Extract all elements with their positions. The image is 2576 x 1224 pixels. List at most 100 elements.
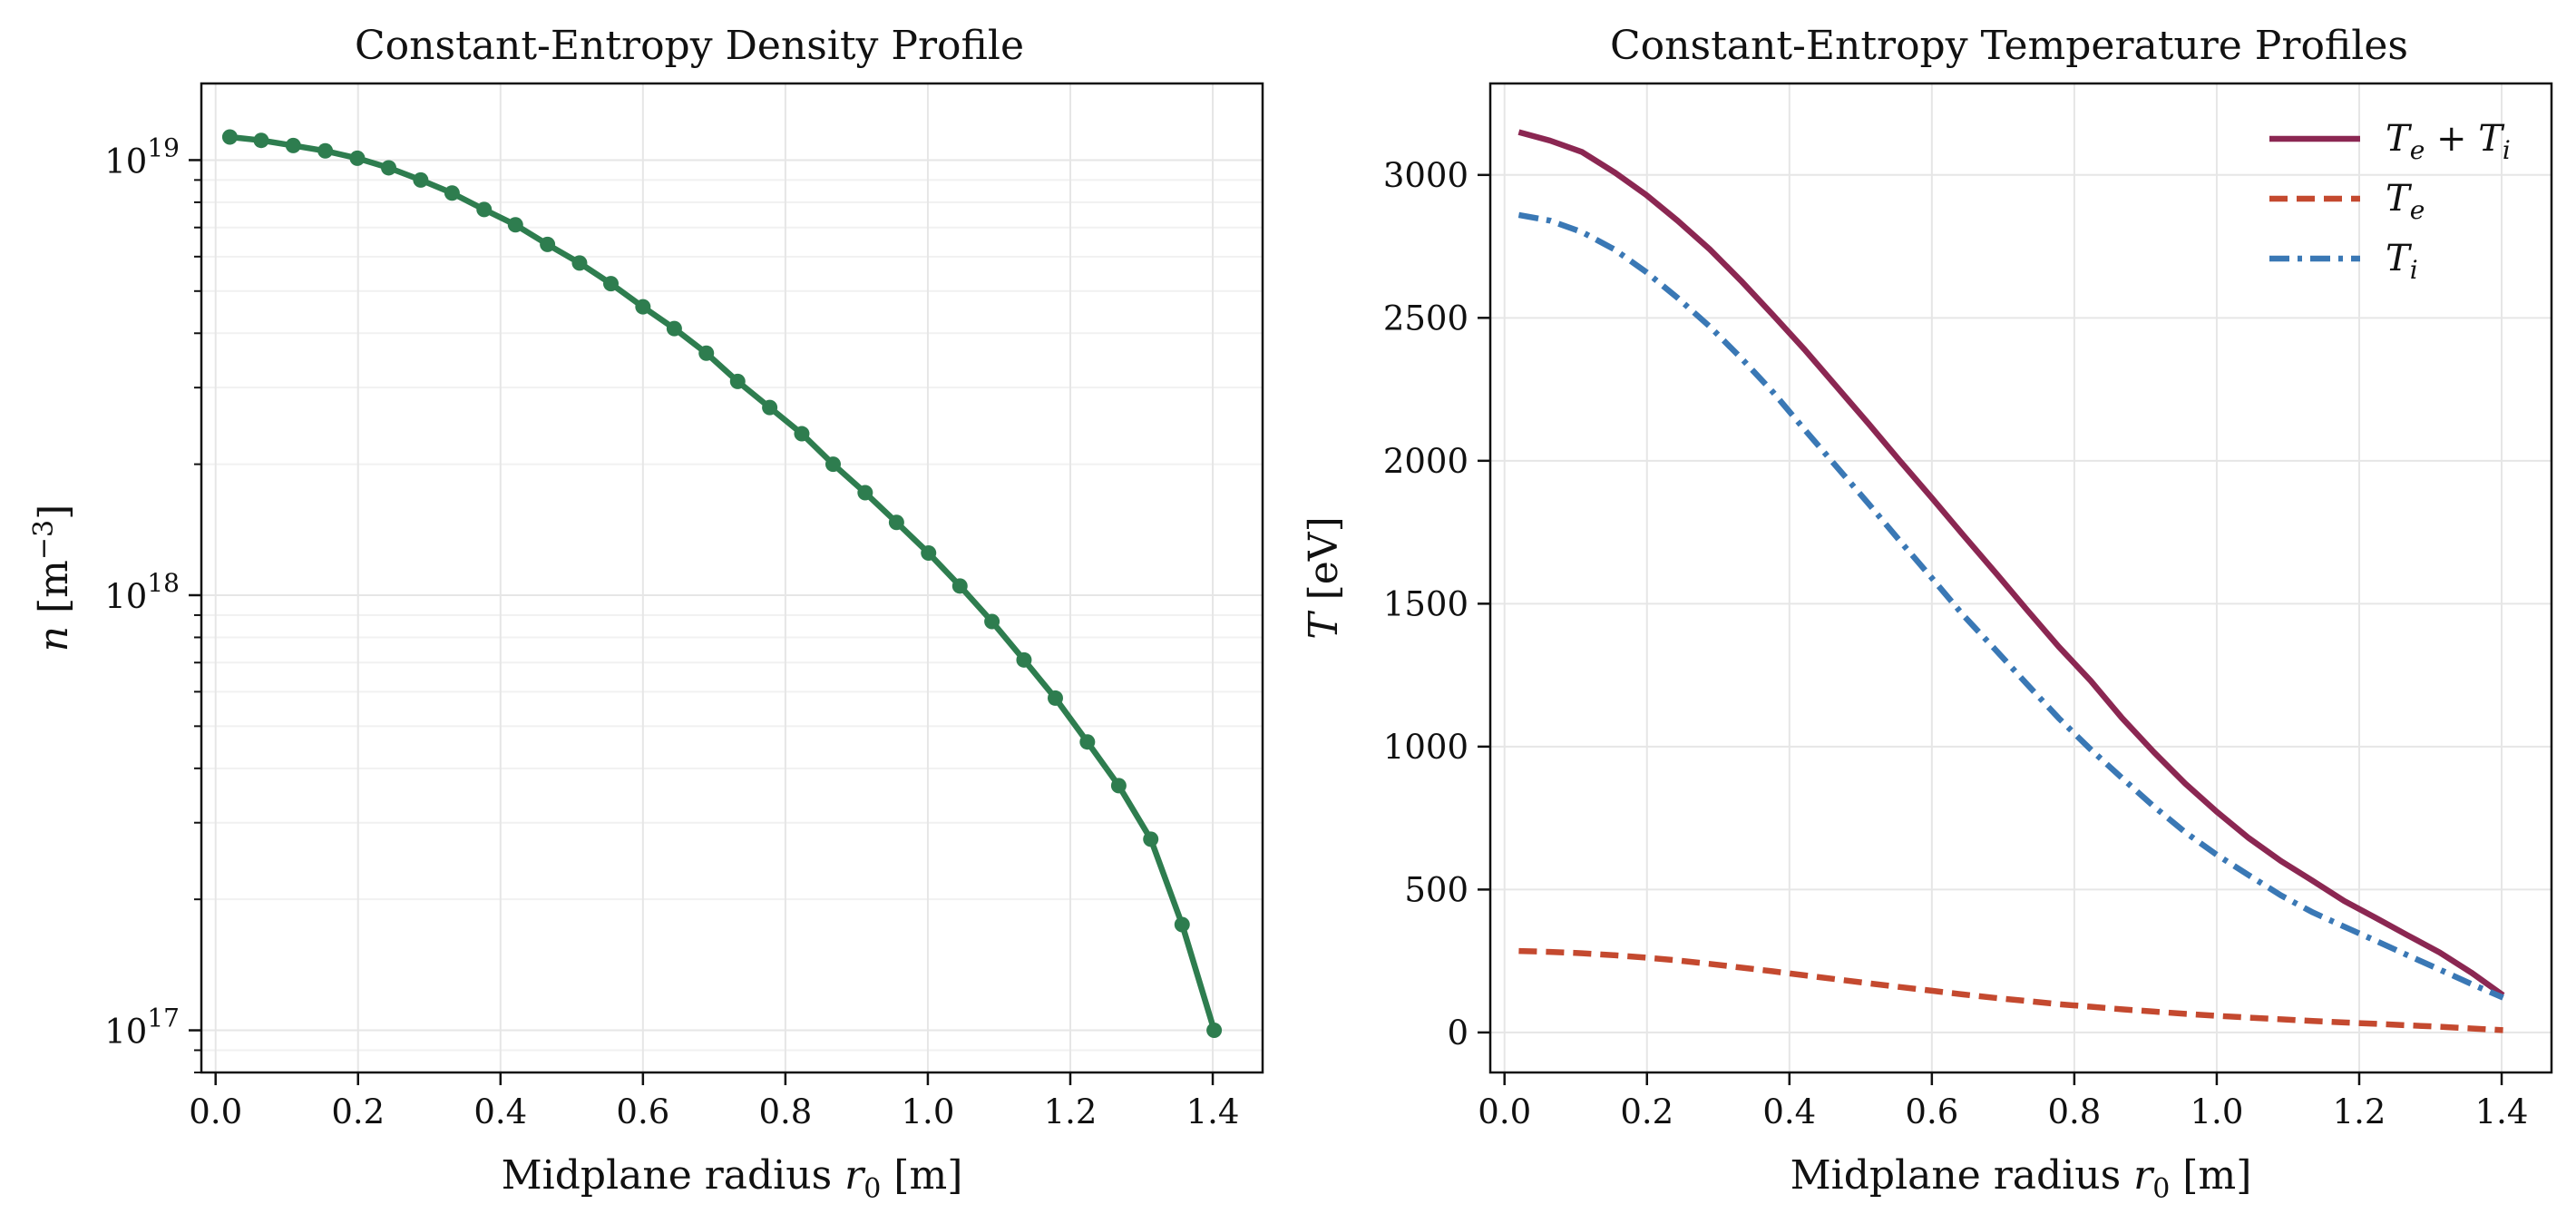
temperature-grid (1490, 83, 2552, 1072)
density-data-point (221, 129, 238, 145)
density-x-axis-label: Midplane radius r0 [m] (502, 1152, 963, 1205)
density-data-point (1174, 916, 1190, 933)
temperature-x-axis-label-sub: 0 (2152, 1173, 2170, 1205)
density-y-axis-label-close: ] (31, 504, 77, 520)
legend-subscript: i (2410, 255, 2418, 285)
density-y-tick-base: 10 (104, 577, 147, 616)
density-x-tick-label: 0.2 (331, 1092, 385, 1131)
temperature-y-tick-label: 2500 (1383, 299, 1469, 338)
density-data-point (413, 171, 429, 188)
density-data-point (794, 426, 810, 442)
temperature-x-tick-label: 0.6 (1905, 1092, 1958, 1131)
density-x-tick-label: 0.0 (189, 1092, 242, 1131)
temperature-y-axis-label-unit: [eV] (1301, 516, 1347, 612)
density-x-ticks: 0.0 0.2 0.4 0.6 0.8 1.0 1.2 1.4 (189, 1072, 1239, 1131)
temperature-y-tick-label: 1500 (1383, 584, 1469, 623)
temperature-x-tick-label: 1.2 (2333, 1092, 2386, 1131)
density-data-point (921, 545, 937, 562)
legend-subscript: e (2410, 135, 2425, 165)
density-x-tick-label: 0.8 (758, 1092, 812, 1131)
density-data-point (571, 255, 588, 271)
density-x-tick-label: 1.4 (1186, 1092, 1240, 1131)
temperature-series-ion-line (1517, 211, 2504, 1001)
density-data-point (381, 160, 397, 176)
legend-subscript: e (2410, 195, 2425, 225)
legend-symbol: T (2386, 238, 2413, 279)
density-y-tick-exp: 19 (147, 132, 180, 162)
density-y-axis-label: n [m−3] (28, 504, 77, 652)
density-y-tick-label: 1017 (104, 1004, 180, 1052)
density-y-axis-label-unit: [m (31, 560, 77, 626)
density-x-tick-label: 1.2 (1044, 1092, 1098, 1131)
density-data-point (888, 514, 904, 531)
density-y-tick-exp: 18 (147, 568, 180, 598)
temperature-series-total-line (1517, 129, 2505, 998)
temperature-x-tick-label: 0.8 (2047, 1092, 2101, 1131)
density-series-line (229, 133, 1217, 1032)
temperature-series-electron-line (1518, 947, 2503, 1033)
density-data-point (507, 217, 523, 233)
temperature-series-total-legend-label: Te + Ti (2386, 118, 2511, 165)
temperature-y-axis-label-symbol: T (1301, 610, 1347, 640)
density-data-point (984, 613, 1000, 630)
density-data-point (1143, 831, 1159, 847)
temperature-y-axis-label: T [eV] (1301, 516, 1347, 640)
temperature-x-axis-label-symbol: r (2133, 1152, 2155, 1199)
legend-symbol: T (2386, 178, 2413, 220)
density-y-tick-exp: 17 (147, 1004, 180, 1033)
temperature-y-tick-label: 1000 (1383, 728, 1469, 767)
density-data-point (476, 201, 493, 218)
density-x-tick-label: 1.0 (902, 1092, 955, 1131)
density-x-axis-label-unit: [m] (881, 1152, 962, 1199)
density-data-point (762, 399, 778, 416)
density-data-point (825, 456, 842, 473)
temperature-x-axis-label: Midplane radius r0 [m] (1791, 1152, 2252, 1205)
temperature-x-tick-label: 0.0 (1478, 1092, 1531, 1131)
density-data-point (603, 276, 620, 292)
density-panel: Constant-Entropy Density Profile 0.0 0.2 0… (28, 23, 1264, 1205)
density-grid (201, 83, 1263, 1073)
density-data-point (540, 236, 556, 252)
density-y-axis-label-symbol: n (31, 626, 77, 651)
density-data-point (1016, 651, 1032, 668)
temperature-axes-frame (1488, 82, 2553, 1074)
density-data-point (729, 373, 746, 389)
legend-symbol: T (2386, 118, 2413, 160)
density-y-tick-label: 1018 (104, 568, 180, 616)
density-y-axis-label-exp: −3 (28, 520, 60, 560)
density-plot-area (221, 129, 1223, 1039)
density-data-point (1110, 778, 1127, 794)
legend-operator: + (2425, 118, 2478, 160)
temperature-x-tick-label: 1.4 (2475, 1092, 2529, 1131)
temperature-x-tick-label: 0.2 (1620, 1092, 1673, 1131)
density-x-axis-label-sub: 0 (864, 1173, 881, 1205)
density-x-tick-label: 0.4 (473, 1092, 527, 1131)
density-data-point (444, 185, 460, 201)
density-data-point (698, 345, 715, 361)
density-x-axis-label-symbol: r (844, 1152, 866, 1199)
density-data-point (951, 578, 968, 594)
density-y-tick-base: 10 (104, 142, 147, 181)
temperature-panel: Constant-Entropy Temperature Profiles 0.… (1301, 23, 2553, 1205)
density-x-tick-label: 0.6 (616, 1092, 669, 1131)
density-axes-frame (200, 82, 1264, 1074)
density-data-point (1079, 734, 1096, 750)
temperature-x-tick-label: 1.0 (2191, 1092, 2244, 1131)
temperature-y-tick-label: 3000 (1383, 156, 1469, 195)
density-data-point (1206, 1023, 1223, 1039)
density-y-tick-base: 10 (104, 1013, 147, 1052)
legend-subscript: i (2503, 135, 2511, 165)
density-data-point (666, 320, 682, 337)
density-data-point (253, 132, 269, 149)
density-data-point (349, 150, 366, 166)
temperature-y-tick-label: 0 (1447, 1013, 1469, 1053)
density-x-axis-label-text: Midplane radius (502, 1152, 845, 1199)
density-data-point (285, 137, 301, 153)
temperature-series-electron-legend-label: Te (2386, 178, 2425, 225)
temperature-y-tick-label: 500 (1404, 870, 1469, 909)
temperature-chart-title: Constant-Entropy Temperature Profiles (1610, 23, 2408, 69)
density-data-point (317, 142, 334, 159)
temperature-y-tick-label: 2000 (1383, 442, 1469, 481)
